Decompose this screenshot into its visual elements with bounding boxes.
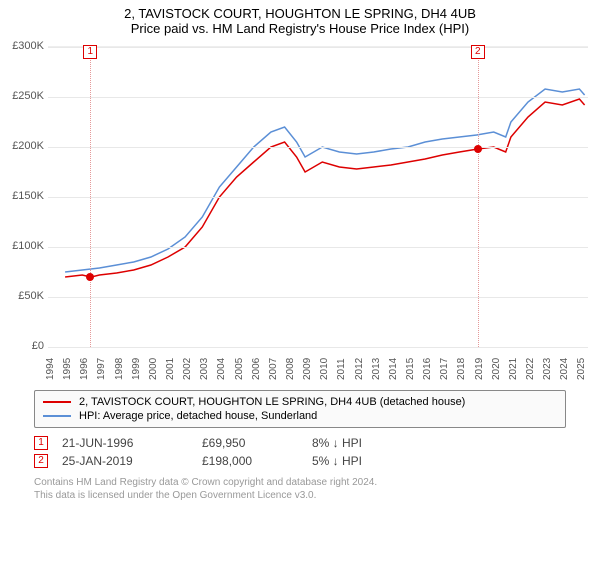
x-axis-label: 2006: [251, 358, 262, 380]
chart-subtitle: Price paid vs. HM Land Registry's House …: [0, 21, 600, 36]
sales-table: 1 21-JUN-1996£69,9508% ↓ HPI 2 25-JAN-2019£…: [34, 434, 566, 470]
legend-item: 2, TAVISTOCK COURT, HOUGHTON LE SPRING, …: [43, 395, 557, 409]
x-axis-label: 2000: [148, 358, 159, 380]
marker-vline: [90, 47, 91, 347]
x-axis-label: 2002: [182, 358, 193, 380]
footer-line-2: This data is licensed under the Open Gov…: [34, 489, 566, 502]
legend-box: 2, TAVISTOCK COURT, HOUGHTON LE SPRING, …: [34, 390, 566, 428]
legend-label: 2, TAVISTOCK COURT, HOUGHTON LE SPRING, …: [79, 396, 465, 408]
x-axis-label: 2004: [216, 358, 227, 380]
legend-item: HPI: Average price, detached house, Sund…: [43, 409, 557, 423]
x-axis-label: 1994: [45, 358, 56, 380]
marker-badge: 1: [83, 45, 97, 59]
sale-badge: 1: [34, 436, 48, 450]
x-axis-label: 2019: [474, 358, 485, 380]
footer-attribution: Contains HM Land Registry data © Crown c…: [34, 476, 566, 502]
sale-date: 25-JAN-2019: [62, 454, 202, 468]
gridline-h: [48, 97, 588, 98]
x-axis-label: 2021: [508, 358, 519, 380]
x-axis-label: 2022: [525, 358, 536, 380]
marker-point: [474, 145, 482, 153]
x-axis-label: 2012: [354, 358, 365, 380]
x-axis-label: 2010: [319, 358, 330, 380]
y-axis-label: £100K: [0, 240, 44, 252]
x-axis-label: 2005: [234, 358, 245, 380]
x-axis-label: 2016: [422, 358, 433, 380]
sale-badge: 2: [34, 454, 48, 468]
series-line-hpi: [65, 89, 585, 272]
x-axis-label: 2023: [542, 358, 553, 380]
series-line-price_paid: [65, 99, 585, 277]
x-axis-label: 2015: [405, 358, 416, 380]
sale-delta: 5% ↓ HPI: [312, 454, 432, 468]
x-axis-label: 1997: [96, 358, 107, 380]
y-axis-label: £50K: [0, 290, 44, 302]
x-axis-label: 2011: [336, 358, 347, 380]
x-axis-label: 2017: [439, 358, 450, 380]
legend-swatch: [43, 401, 71, 403]
x-axis-label: 1995: [62, 358, 73, 380]
x-axis-label: 1999: [131, 358, 142, 380]
gridline-h: [48, 297, 588, 298]
y-axis-label: £0: [0, 340, 44, 352]
y-axis-label: £250K: [0, 90, 44, 102]
chart-title: 2, TAVISTOCK COURT, HOUGHTON LE SPRING, …: [0, 6, 600, 21]
x-axis-label: 2008: [285, 358, 296, 380]
sale-price: £69,950: [202, 436, 312, 450]
x-axis-label: 2003: [199, 358, 210, 380]
chart-area: 12 1994199519961997199819992000200120022…: [0, 40, 600, 390]
sale-row: 1 21-JUN-1996£69,9508% ↓ HPI: [34, 434, 566, 452]
x-axis-label: 2025: [576, 358, 587, 380]
sale-price: £198,000: [202, 454, 312, 468]
footer-line-1: Contains HM Land Registry data © Crown c…: [34, 476, 566, 489]
marker-vline: [478, 47, 479, 347]
y-axis-label: £150K: [0, 190, 44, 202]
x-axis-label: 2013: [371, 358, 382, 380]
sale-delta: 8% ↓ HPI: [312, 436, 432, 450]
gridline-h: [48, 247, 588, 248]
y-axis-label: £200K: [0, 140, 44, 152]
gridline-h: [48, 197, 588, 198]
x-axis-label: 2009: [302, 358, 313, 380]
y-axis-label: £300K: [0, 40, 44, 52]
x-axis-label: 2018: [456, 358, 467, 380]
sale-date: 21-JUN-1996: [62, 436, 202, 450]
sale-row: 2 25-JAN-2019£198,0005% ↓ HPI: [34, 452, 566, 470]
x-axis-label: 1996: [79, 358, 90, 380]
x-axis-label: 1998: [114, 358, 125, 380]
x-axis-label: 2014: [388, 358, 399, 380]
marker-point: [86, 273, 94, 281]
x-axis-label: 2007: [268, 358, 279, 380]
gridline-h: [48, 147, 588, 148]
plot-region: 12: [48, 46, 588, 346]
x-axis-label: 2020: [491, 358, 502, 380]
legend-swatch: [43, 415, 71, 417]
legend-label: HPI: Average price, detached house, Sund…: [79, 410, 317, 422]
gridline-h: [48, 47, 588, 48]
x-axis-labels: 1994 1995 1996 1997 1998 1999 2000 2001 2002 2003…: [48, 348, 588, 388]
x-axis-label: 2001: [165, 358, 176, 380]
marker-badge: 2: [471, 45, 485, 59]
x-axis-label: 2024: [559, 358, 570, 380]
